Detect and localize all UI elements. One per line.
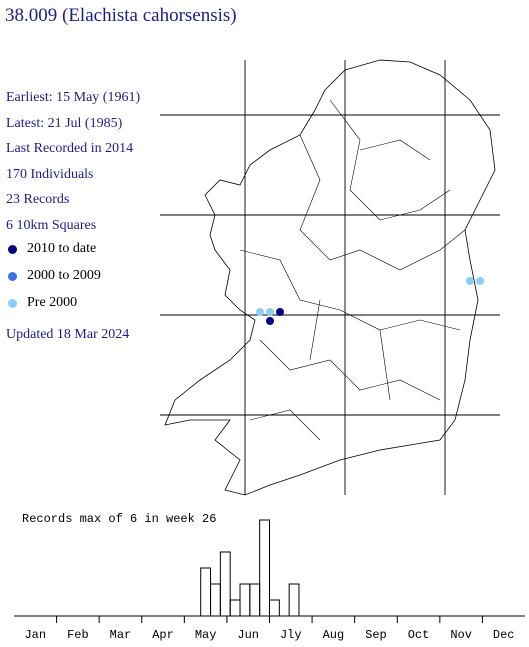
species-title: 38.009 (Elachista cahorsensis) [5,5,237,26]
month-label: Jan [24,628,46,642]
month-label: Dec [493,628,515,642]
legend-item: 2010 to date [8,241,96,257]
legend-label: 2010 to date [27,241,97,256]
info-line: Earliest: 15 May (1961) [6,90,141,105]
month-label: Jun [237,628,259,642]
legend-label: 2000 to 2009 [27,268,101,283]
chart-title: Records max of 6 in week 26 [22,512,216,526]
bar [210,583,221,617]
legend-item: 2000 to 2009 [8,268,101,284]
month-label: Mar [110,628,132,642]
county-borders [239,99,466,441]
info-line: 6 10km Squares [6,217,97,233]
bar [259,519,270,617]
record-dot [256,308,264,316]
bar [219,551,231,617]
record-dot [266,308,274,316]
ireland-outline [164,59,496,496]
info-line: 23 Records [6,192,70,207]
legend-dot [8,298,17,308]
legend-label: Pre 2000 [27,295,78,310]
info-line: 170 Individuals [6,166,94,182]
month-label: Aug [323,628,345,642]
bar [249,583,261,617]
updated-date: Updated 18 Mar 2024 [6,327,130,342]
record-dot [466,277,474,285]
legend-dot [8,271,17,281]
month-label: Feb [67,628,89,642]
map [160,59,500,496]
bar [288,583,300,617]
info-line: Latest: 21 Jul (1985) [6,115,123,131]
grid [160,60,500,495]
month-label: Sep [365,628,387,642]
month-label: Jly [280,628,302,642]
info-line: Last Recorded in 2014 [6,141,134,156]
month-label: Apr [152,628,174,642]
record-dot [276,308,284,316]
month-label: May [195,628,217,642]
bar [200,567,212,617]
legend-item: Pre 2000 [8,295,77,311]
month-label: Nov [450,628,472,642]
record-dot [476,277,484,285]
record-dot [266,317,274,325]
bar [229,599,241,617]
bar [269,599,280,617]
bar [239,583,251,617]
month-label: Oct [408,628,430,642]
legend-dot [8,244,17,254]
